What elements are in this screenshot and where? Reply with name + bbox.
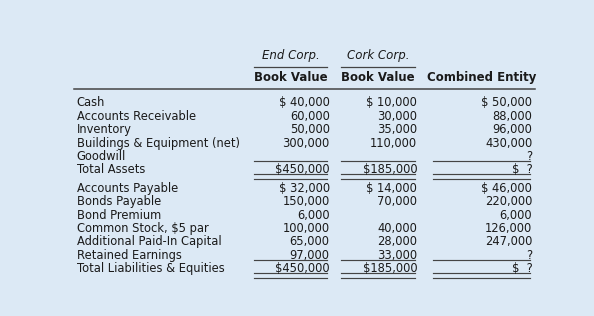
- Text: $ 46,000: $ 46,000: [481, 182, 532, 195]
- Text: $450,000: $450,000: [275, 163, 330, 176]
- Text: 110,000: 110,000: [370, 137, 417, 149]
- Text: Cork Corp.: Cork Corp.: [347, 49, 409, 62]
- Text: Total Assets: Total Assets: [77, 163, 145, 176]
- Text: 6,000: 6,000: [297, 209, 330, 222]
- Text: 126,000: 126,000: [485, 222, 532, 235]
- Text: 60,000: 60,000: [290, 110, 330, 123]
- Text: Retained Earnings: Retained Earnings: [77, 249, 181, 262]
- Text: 50,000: 50,000: [290, 123, 330, 136]
- Text: $ 32,000: $ 32,000: [279, 182, 330, 195]
- Text: Buildings & Equipment (net): Buildings & Equipment (net): [77, 137, 239, 149]
- Text: $ 40,000: $ 40,000: [279, 96, 330, 109]
- Text: Cash: Cash: [77, 96, 105, 109]
- Text: 96,000: 96,000: [492, 123, 532, 136]
- Text: Book Value: Book Value: [254, 71, 327, 84]
- Text: ?: ?: [526, 249, 532, 262]
- Text: $450,000: $450,000: [275, 262, 330, 275]
- Text: 150,000: 150,000: [283, 195, 330, 208]
- Text: Additional Paid-In Capital: Additional Paid-In Capital: [77, 235, 221, 248]
- Text: Book Value: Book Value: [342, 71, 415, 84]
- Text: 28,000: 28,000: [377, 235, 417, 248]
- Text: $  ?: $ ?: [511, 262, 532, 275]
- Text: $ 10,000: $ 10,000: [366, 96, 417, 109]
- Text: Total Liabilities & Equities: Total Liabilities & Equities: [77, 262, 225, 275]
- Text: Accounts Receivable: Accounts Receivable: [77, 110, 195, 123]
- Text: Bonds Payable: Bonds Payable: [77, 195, 161, 208]
- Text: 300,000: 300,000: [283, 137, 330, 149]
- Text: Bond Premium: Bond Premium: [77, 209, 161, 222]
- Text: 30,000: 30,000: [377, 110, 417, 123]
- Text: 100,000: 100,000: [283, 222, 330, 235]
- Text: 247,000: 247,000: [485, 235, 532, 248]
- Text: 65,000: 65,000: [290, 235, 330, 248]
- Text: $  ?: $ ?: [511, 163, 532, 176]
- Text: Inventory: Inventory: [77, 123, 131, 136]
- Text: 40,000: 40,000: [377, 222, 417, 235]
- Text: 220,000: 220,000: [485, 195, 532, 208]
- Text: $ 14,000: $ 14,000: [366, 182, 417, 195]
- Text: 88,000: 88,000: [492, 110, 532, 123]
- Text: 35,000: 35,000: [377, 123, 417, 136]
- Text: 97,000: 97,000: [290, 249, 330, 262]
- Text: 430,000: 430,000: [485, 137, 532, 149]
- Text: Common Stock, $5 par: Common Stock, $5 par: [77, 222, 208, 235]
- Text: 70,000: 70,000: [377, 195, 417, 208]
- Text: Goodwill: Goodwill: [77, 150, 126, 163]
- Text: 33,000: 33,000: [377, 249, 417, 262]
- Text: Combined Entity: Combined Entity: [427, 71, 536, 84]
- Text: $ 50,000: $ 50,000: [481, 96, 532, 109]
- Text: $185,000: $185,000: [362, 262, 417, 275]
- Text: $185,000: $185,000: [362, 163, 417, 176]
- Text: 6,000: 6,000: [500, 209, 532, 222]
- Text: ?: ?: [526, 150, 532, 163]
- Text: Accounts Payable: Accounts Payable: [77, 182, 178, 195]
- Text: End Corp.: End Corp.: [262, 49, 320, 62]
